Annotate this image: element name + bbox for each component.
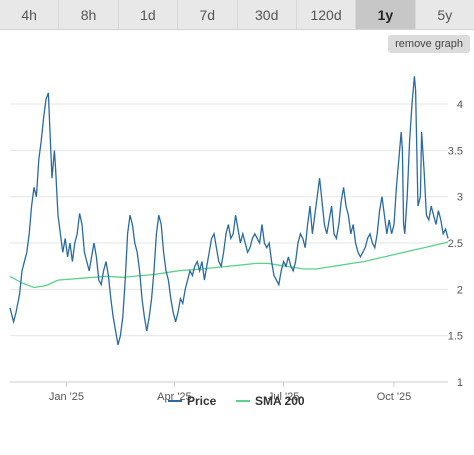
remove-graph-button[interactable]: remove graph [388, 35, 470, 53]
y-tick-label-6: 4 [457, 99, 463, 111]
y-tick-label-3: 2.5 [448, 238, 463, 250]
x-axis-ticks: Jan '25 Apr '25 Jul '25 Oct '25 [49, 382, 411, 403]
range-button-4h[interactable]: 4h [0, 0, 60, 29]
y-tick-label-4: 3 [457, 192, 463, 204]
sma-200-series-line [9, 241, 449, 289]
legend-price-label[interactable]: Price [187, 394, 217, 408]
y-tick-label-0: 1 [457, 377, 463, 389]
y-tick-label-1: 1.5 [448, 331, 463, 343]
range-button-30d[interactable]: 30d [237, 0, 297, 29]
legend-sma-label[interactable]: SMA 200 [255, 394, 305, 408]
chart-legend: Price SMA 200 [168, 394, 305, 408]
range-button-120d[interactable]: 120d [296, 0, 357, 29]
grid-lines [10, 103, 448, 383]
range-button-7d[interactable]: 7d [178, 0, 238, 29]
price-series-line [9, 76, 449, 346]
time-range-bar: 4h 8h 1d 7d 30d 120d 1y 5y [0, 0, 474, 30]
range-button-1d[interactable]: 1d [118, 0, 179, 29]
x-tick-label-0: Jan '25 [49, 391, 84, 403]
range-button-5y[interactable]: 5y [415, 0, 474, 29]
y-tick-label-2: 2 [457, 284, 463, 296]
x-tick-label-1: Apr '25 [157, 391, 192, 403]
price-chart: Jan '25 Apr '25 Jul '25 Oct '25 1 1.5 2 2.5 3 3.… [9, 76, 463, 408]
x-tick-label-3: Oct '25 [377, 391, 412, 403]
range-button-8h[interactable]: 8h [59, 0, 119, 29]
y-axis-ticks: 1 1.5 2 2.5 3 3.5 4 [448, 99, 463, 389]
range-button-1y[interactable]: 1y [356, 0, 416, 29]
y-tick-label-5: 3.5 [448, 145, 463, 157]
x-tick-label-2: Jul '25 [268, 391, 299, 403]
